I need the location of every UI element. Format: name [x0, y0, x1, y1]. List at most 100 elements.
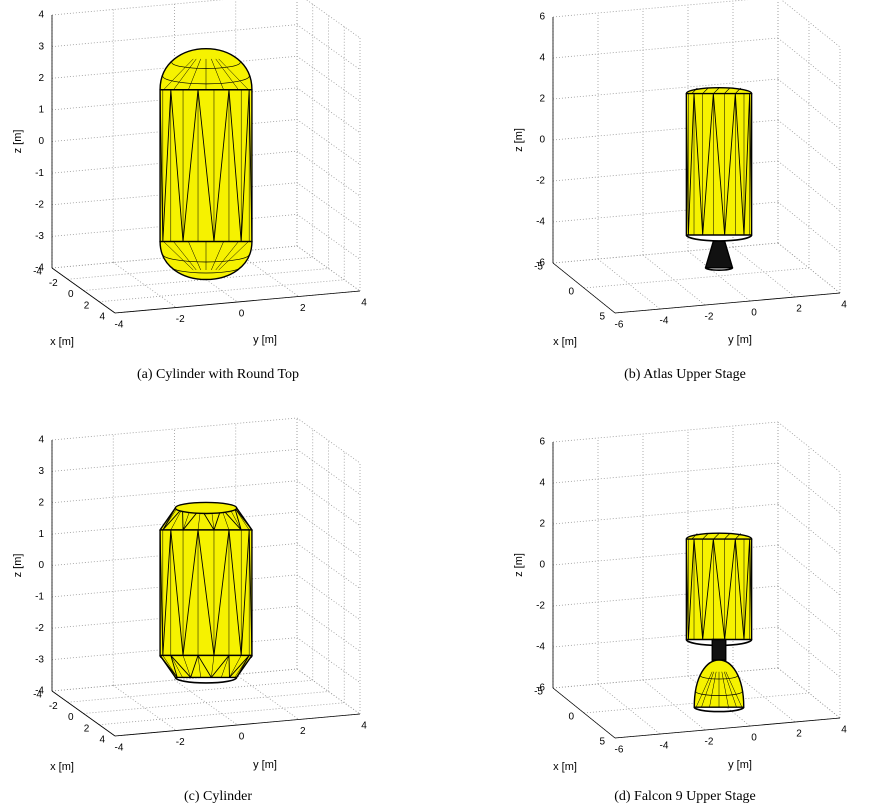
mesh-edge: [221, 655, 230, 678]
y-tick-label: 2: [300, 303, 306, 314]
x-tick-label: 0: [68, 712, 74, 723]
y-tick-label: 2: [796, 729, 802, 740]
x-axis-label: x [m]: [50, 336, 74, 348]
grid-line: [306, 0, 361, 39]
mesh-edge: [695, 671, 713, 708]
z-tick-label: -6: [536, 683, 545, 694]
grid-line: [51, 24, 298, 48]
grid-line: [296, 668, 361, 715]
z-tick-label: -4: [35, 686, 44, 697]
mesh-object: [685, 86, 753, 272]
mesh-edge: [693, 706, 745, 713]
y-tick-label: -4: [115, 320, 124, 331]
z-tick-label: -1: [35, 592, 44, 603]
grid-line: [51, 480, 298, 504]
grid-line: [777, 421, 841, 473]
grid-line: [51, 668, 298, 692]
grid-line: [51, 605, 298, 629]
caption: (a) Cylinder with Round Top: [137, 367, 299, 382]
z-tick-label: -3: [35, 231, 44, 242]
x-tick-label: 0: [568, 712, 574, 723]
grid-line: [51, 637, 298, 661]
grid-line: [296, 87, 361, 134]
mesh-edge: [704, 267, 734, 272]
z-tick-label: 4: [539, 53, 545, 64]
mesh-edge: [701, 671, 714, 708]
mesh-edge: [229, 655, 242, 678]
grid-line: [296, 245, 361, 292]
mesh-edge: [173, 241, 197, 271]
y-axis-label: y [m]: [728, 759, 752, 771]
y-tick-label: 4: [361, 298, 367, 309]
y-tick-label: 4: [841, 300, 847, 311]
z-tick-label: -2: [536, 601, 545, 612]
grid-line: [296, 637, 361, 683]
grid-line: [51, 574, 298, 598]
grid-line: [51, 511, 298, 535]
grid-line: [51, 417, 298, 441]
grid-line: [235, 674, 299, 720]
grid-line: [552, 37, 779, 59]
mesh-edge: [174, 501, 238, 515]
y-axis: [114, 290, 361, 314]
grid-line: [777, 201, 841, 253]
x-axis: [552, 687, 616, 739]
z-tick-label: 6: [539, 12, 545, 23]
mesh-edge: [218, 241, 249, 271]
mesh-edge: [215, 58, 239, 90]
grid-line: [777, 78, 841, 130]
mesh-edge: [197, 655, 201, 678]
y-tick-label: -4: [660, 741, 669, 752]
grid-line: [296, 605, 361, 652]
x-tick-label: -2: [49, 701, 58, 712]
y-tick-label: -4: [115, 743, 124, 754]
mesh-edge: [162, 507, 178, 531]
z-tick-label: 4: [539, 478, 545, 489]
mesh-edge: [234, 655, 250, 678]
mesh-edge: [162, 507, 253, 531]
z-tick-label: -6: [536, 258, 545, 269]
z-tick-label: 6: [539, 437, 545, 448]
mesh-object: [159, 501, 253, 684]
y-tick-label: -2: [705, 737, 714, 748]
mesh-edge: [173, 58, 197, 90]
grid-line: [51, 245, 298, 269]
grid-line: [296, 119, 361, 165]
mesh-edge: [725, 671, 743, 708]
z-tick-label: 2: [539, 94, 545, 105]
mesh-edge: [188, 58, 201, 90]
y-axis-label: y [m]: [253, 759, 277, 771]
caption: (d) Falcon 9 Upper Stage: [614, 789, 756, 804]
grid-line: [67, 679, 313, 703]
grid-line: [113, 685, 177, 731]
caption: (b) Atlas Upper Stage: [624, 367, 746, 382]
grid-line: [51, 150, 298, 174]
y-tick-label: 0: [751, 308, 757, 319]
mesh-edge: [724, 671, 737, 708]
grid-line: [296, 182, 361, 229]
x-axis-label: x [m]: [50, 761, 74, 773]
y-tick-label: -6: [615, 320, 624, 331]
grid-line: [552, 421, 779, 443]
grid-line: [296, 417, 361, 464]
y-tick-label: -2: [176, 737, 185, 748]
grid-line: [781, 0, 841, 48]
mesh-edge: [170, 655, 183, 678]
mesh-edge: [709, 671, 717, 708]
y-tick-label: 0: [751, 733, 757, 744]
panel: -6 -4 -2 0 2 4 6 -6 -4 -2 0 2 4 -5 0 5 z [m] x [m] y [m] (b…: [513, 0, 847, 382]
grid-line: [83, 691, 329, 714]
grid-line: [296, 449, 361, 495]
grid-line: [296, 543, 361, 589]
z-tick-label: -1: [35, 168, 44, 179]
y-axis: [614, 717, 841, 739]
x-tick-label: 2: [84, 300, 90, 311]
z-tick-label: 4: [38, 10, 44, 21]
grid-line: [174, 679, 238, 726]
grid-line: [777, 503, 841, 555]
x-tick-label: -5: [534, 262, 543, 273]
x-tick-label: -5: [534, 687, 543, 698]
